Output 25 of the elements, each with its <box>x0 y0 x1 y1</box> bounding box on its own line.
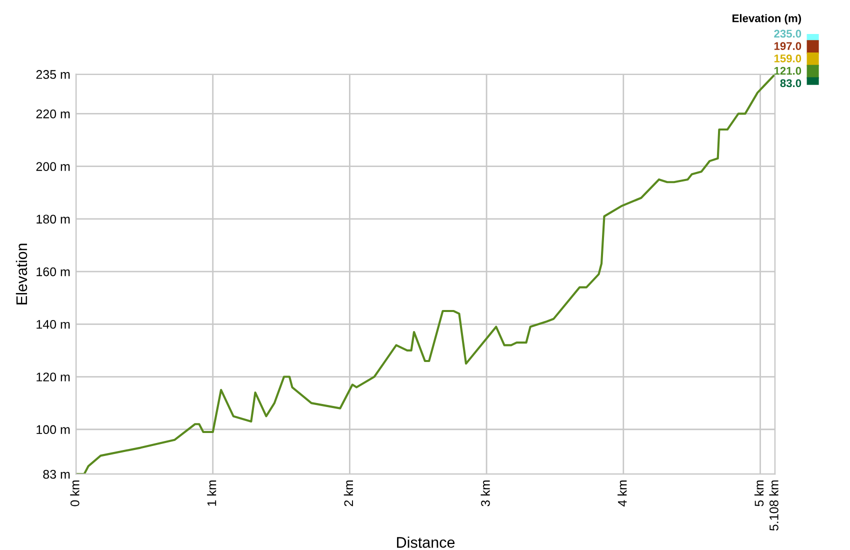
x-tick-label: 2 km <box>344 480 353 506</box>
x-tick-label: 5 km <box>754 480 764 506</box>
y-tick-label: 200 m <box>36 162 70 171</box>
color-bar-label: 235.0 <box>774 30 802 38</box>
y-tick-label: 120 m <box>36 372 70 382</box>
color-bar-label: 197.0 <box>774 42 802 50</box>
y-tick-label: 220 m <box>36 110 70 118</box>
y-tick-label: 140 m <box>36 320 70 329</box>
y-tick-label: 235 m <box>36 70 70 79</box>
x-tick-label: 1 km <box>207 480 216 506</box>
y-tick-label: 83 m <box>43 470 70 479</box>
x-tick-label: 4 km <box>618 480 627 506</box>
y-tick-label: 180 m <box>36 214 70 224</box>
x-tick-label: 3 km <box>480 480 490 506</box>
y-tick-label: 100 m <box>36 425 70 434</box>
color-bar-title: Elevation (m) <box>732 14 801 24</box>
x-axis-title: Distance <box>397 536 455 548</box>
x-tick-label: 5.108 km <box>769 480 778 531</box>
line-series <box>76 74 776 474</box>
y-axis-title: Elevation <box>16 244 28 304</box>
x-tick-label: 0 km <box>70 480 80 506</box>
color-bar-label: 121.0 <box>774 66 802 75</box>
y-tick-label: 160 m <box>36 267 70 276</box>
color-bar-label: 159.0 <box>774 54 802 62</box>
color-bar-label: 83.0 <box>780 79 802 88</box>
